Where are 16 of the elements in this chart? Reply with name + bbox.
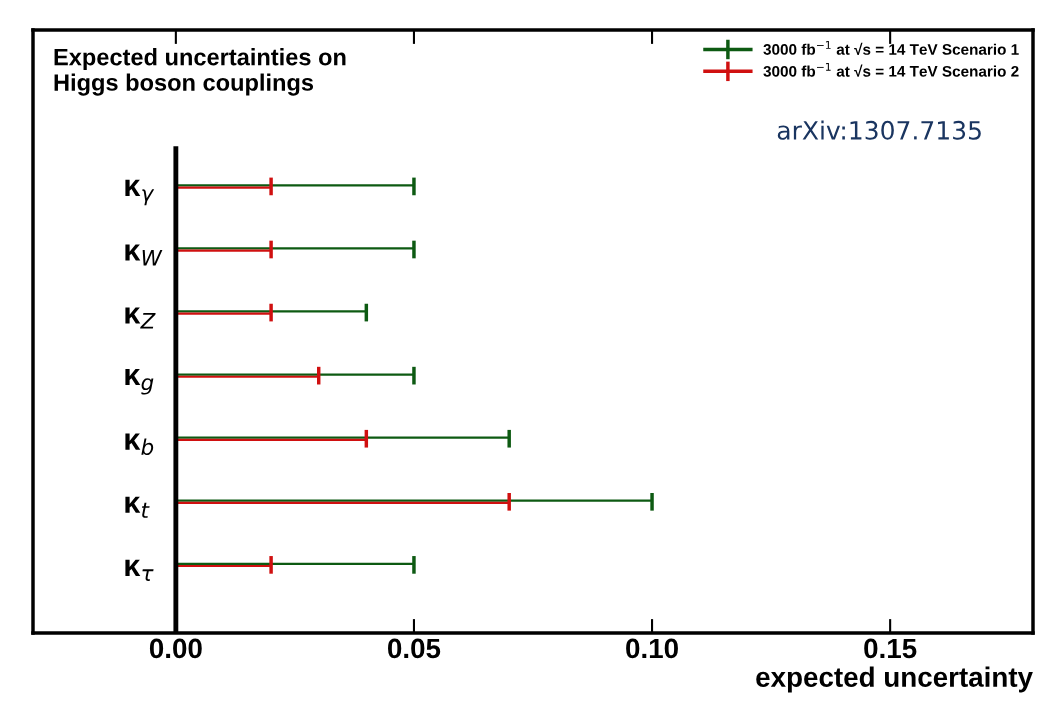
y-tick-label: κ$_{t}$ xyxy=(125,496,150,518)
x-tick-label: 0.00 xyxy=(149,638,202,659)
x-axis-title: expected uncertainty xyxy=(756,666,1033,693)
chart-title: Expected uncertainties on Higgs boson couplings xyxy=(54,48,346,96)
y-tick-label: κ$_{b}$ xyxy=(125,433,154,456)
y-tick-label: κ$_{W}$ xyxy=(125,244,163,266)
y-tick-label: κ$_{Z}$ xyxy=(125,307,156,329)
y-tick-label: κ$_{g}$ xyxy=(125,368,154,395)
x-tick-label: 0.05 xyxy=(388,638,441,659)
y-tick-label: κ$_{τ}$ xyxy=(125,559,154,581)
text: arXiv:1307.7135 xyxy=(777,120,981,140)
y-tick-label: κ$_{γ}$ xyxy=(125,179,155,206)
legend-label: 3000 fb$^{−1}$ at √s = 14 TeV Scenario 2 xyxy=(763,62,1019,77)
legend-label: 3000 fb$^{−1}$ at √s = 14 TeV Scenario 1 xyxy=(763,41,1019,55)
x-tick-label: 0.10 xyxy=(626,638,678,659)
x-tick-label: 0.15 xyxy=(864,638,917,659)
